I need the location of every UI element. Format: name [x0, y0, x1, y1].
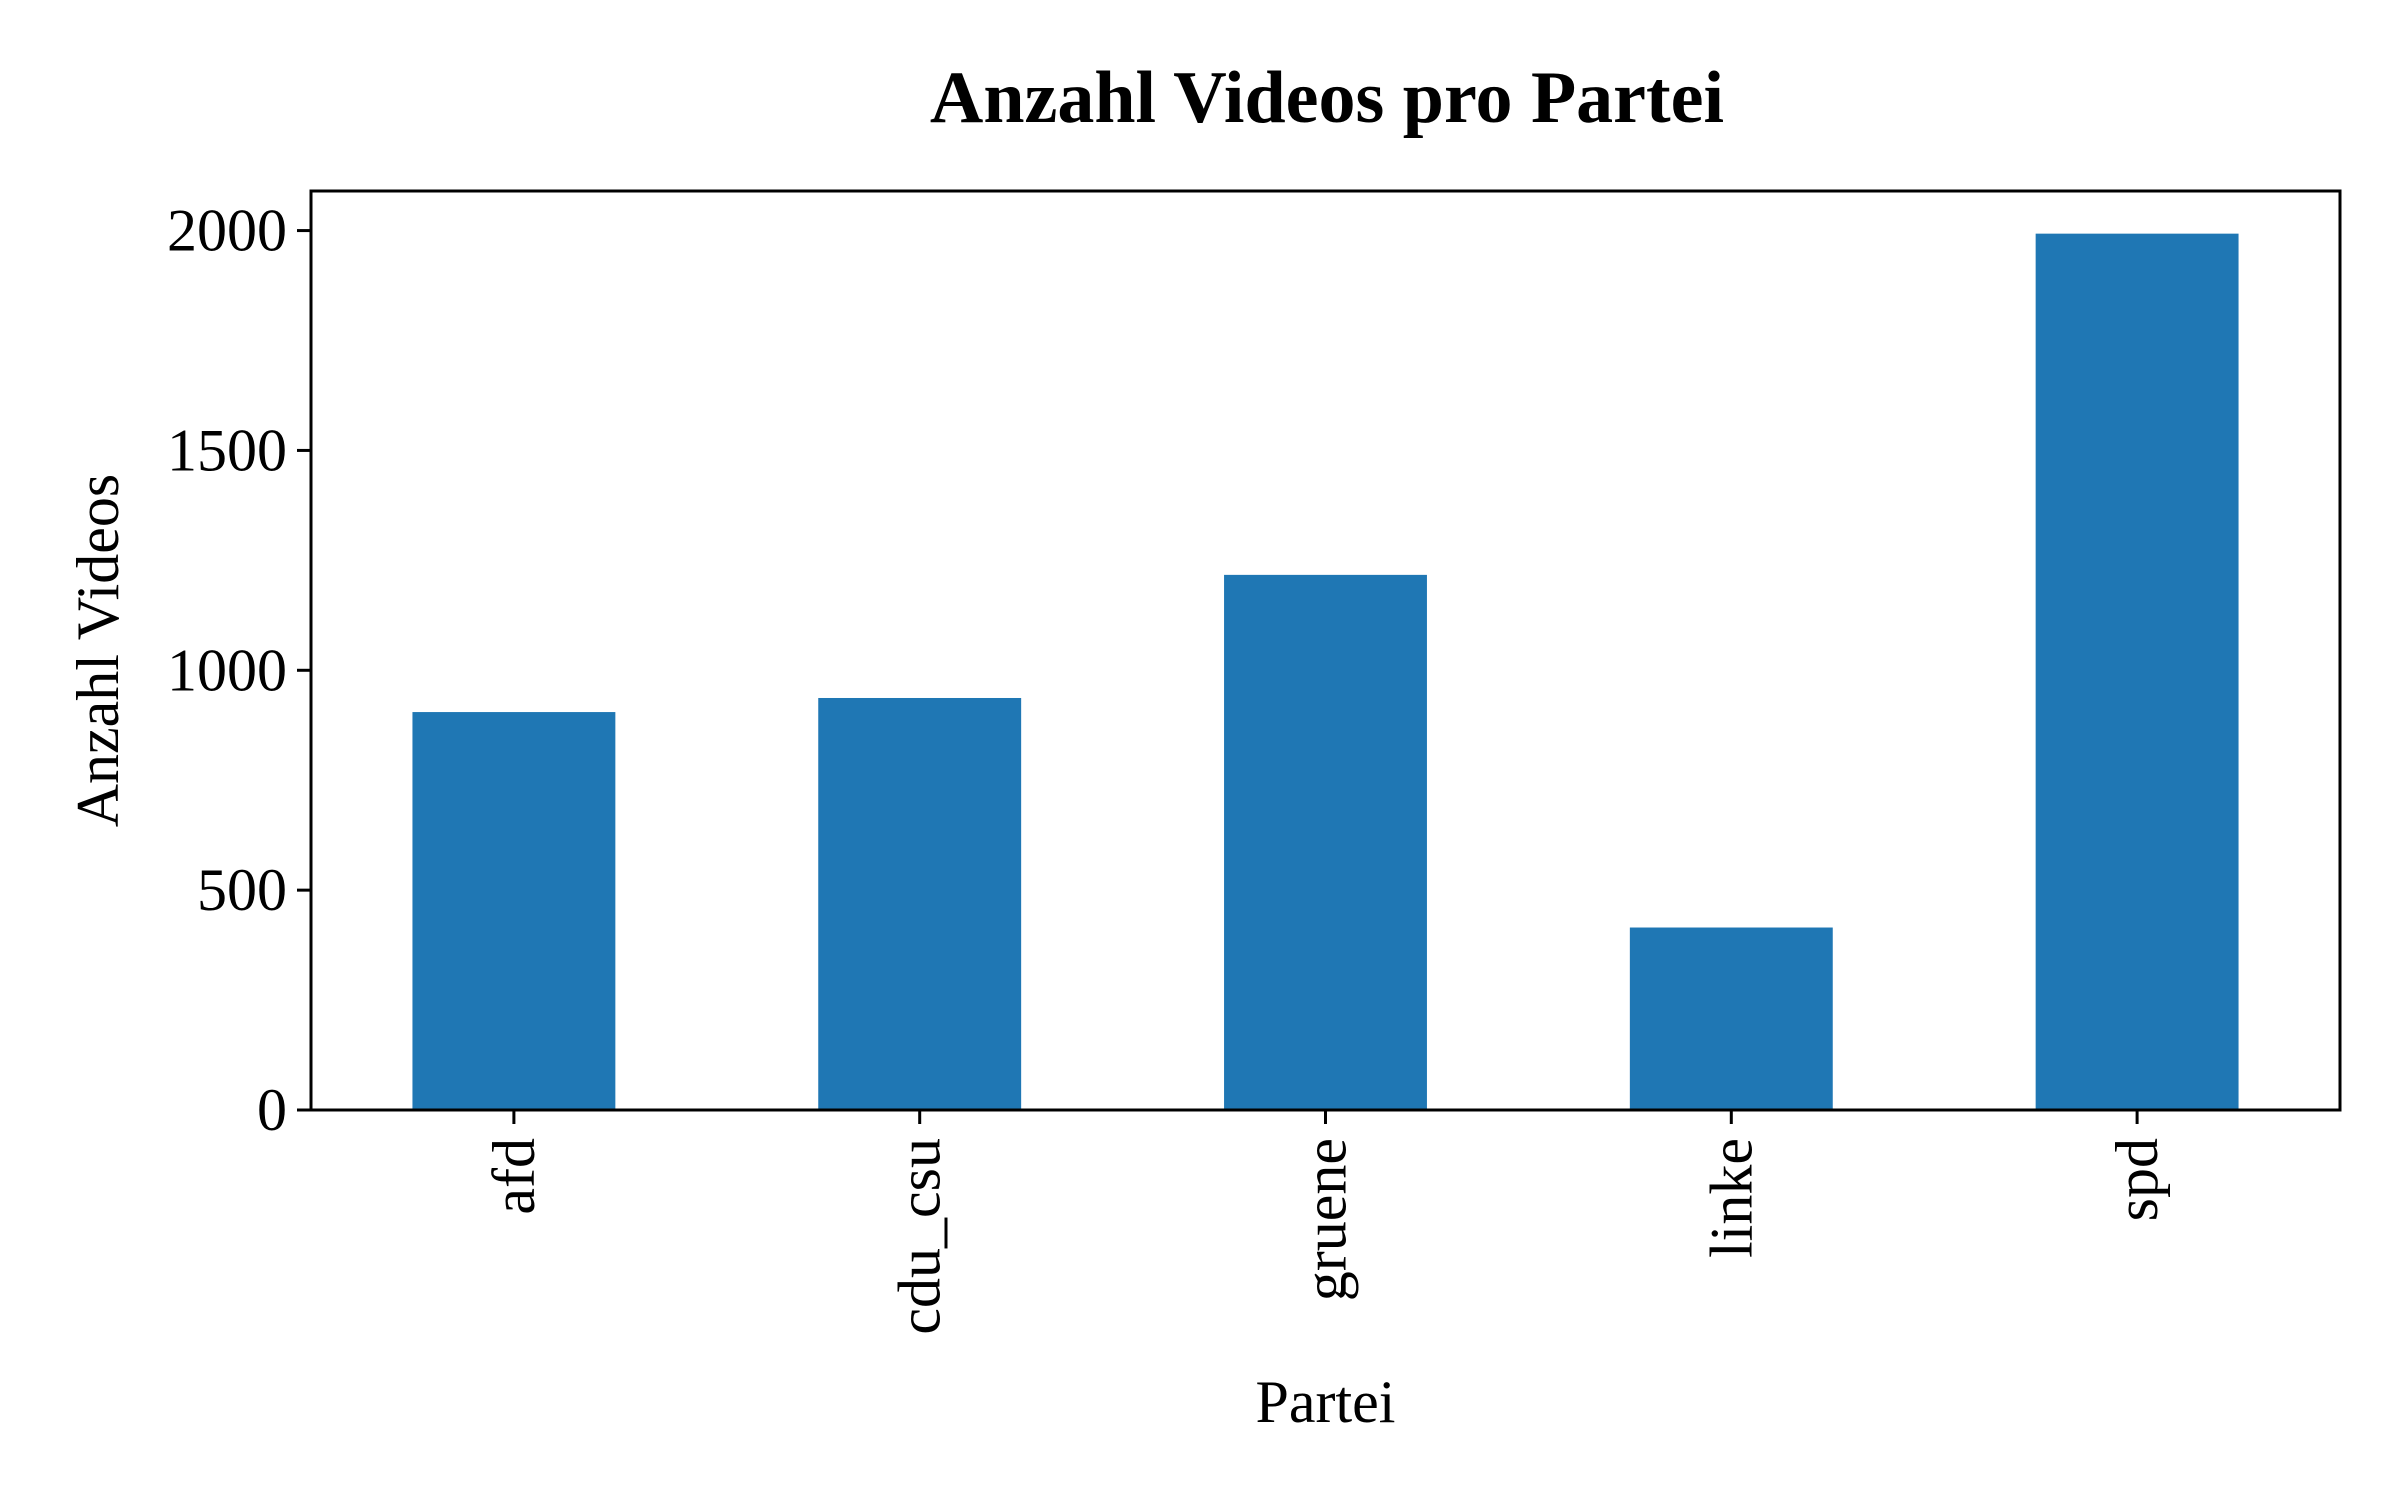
x-axis: afd cdu_csu gruene linke spd [481, 1110, 2170, 1335]
bar-spd [2035, 233, 2239, 1110]
x-tick-label: linke [1698, 1138, 1764, 1258]
y-tick-label: 2000 [167, 198, 287, 264]
y-axis: 0 500 1000 1500 2000 [167, 198, 311, 1143]
bar-afd [412, 712, 616, 1110]
x-tick-label: cdu_csu [887, 1138, 953, 1335]
bar-cdu-csu [818, 697, 1022, 1110]
x-axis-label: Partei [1256, 1369, 1396, 1435]
y-tick-label: 0 [257, 1077, 287, 1143]
bars-group [412, 233, 2239, 1110]
bar-gruene [1224, 574, 1427, 1110]
x-tick-label: afd [481, 1138, 547, 1215]
bar-linke [1629, 927, 1833, 1110]
chart-title: Anzahl Videos pro Partei [930, 57, 1724, 139]
x-tick-label: gruene [1293, 1138, 1359, 1301]
x-tick-label: spd [2104, 1138, 2170, 1221]
y-tick-label: 500 [197, 857, 287, 923]
plot-frame [309, 189, 2342, 1112]
y-tick-label: 1000 [167, 637, 287, 703]
y-tick-label: 1500 [167, 417, 287, 483]
y-axis-label: Anzahl Videos [65, 474, 131, 828]
